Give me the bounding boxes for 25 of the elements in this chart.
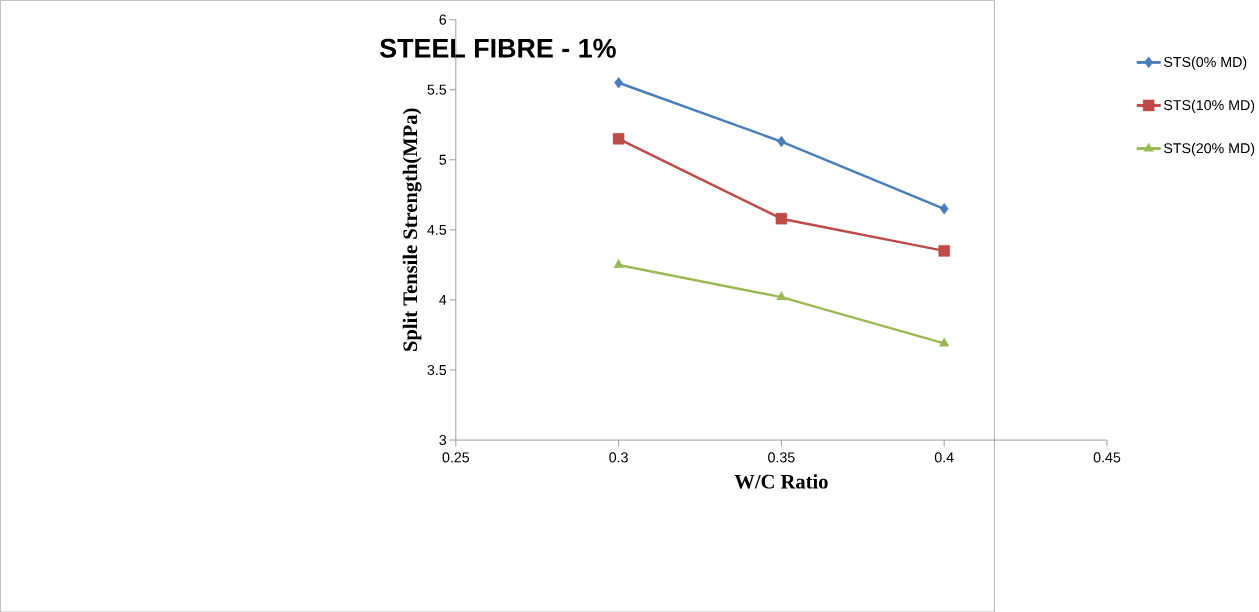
point xyxy=(938,244,950,257)
x-tick-label: 0.25 xyxy=(442,452,470,463)
x-tick-label: 0.35 xyxy=(768,452,795,463)
point xyxy=(612,132,625,145)
text: STEEL FIBRE - 1% xyxy=(379,38,616,58)
legend-label: STS(0% MD) xyxy=(1164,56,1247,70)
point xyxy=(939,202,949,215)
point xyxy=(613,258,624,268)
y-tick-label: 5 xyxy=(439,154,447,165)
y-tick-label: 3 xyxy=(439,434,447,445)
y-tick-label: 4.5 xyxy=(427,224,447,235)
y-tick-label: 6 xyxy=(439,14,447,25)
y-axis-title: Split Tensile Strength(MPa) xyxy=(402,108,422,351)
y-tick-label: 5.5 xyxy=(427,84,447,95)
x-tick-label: 0.3 xyxy=(609,452,628,463)
point xyxy=(775,212,788,225)
point xyxy=(776,291,787,300)
x-tick-label: 0.45 xyxy=(1093,452,1121,463)
x-axis-title: W/C Ratio xyxy=(734,473,828,489)
x-tick-label: 0.4 xyxy=(934,452,954,463)
y-tick-label: 4 xyxy=(439,294,447,305)
point xyxy=(939,337,950,347)
legend-label: STS(20% MD) xyxy=(1164,142,1255,156)
legend-label: STS(10% MD) xyxy=(1164,99,1255,113)
y-tick-label: 3.5 xyxy=(427,364,447,375)
